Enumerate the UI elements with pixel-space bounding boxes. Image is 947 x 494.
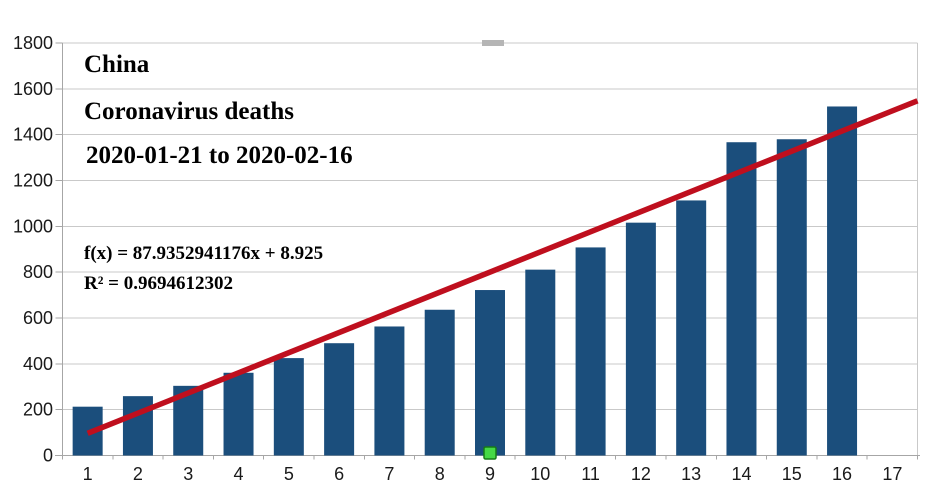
trendline[interactable]: [86, 98, 919, 436]
series-selection-handle[interactable]: [483, 446, 497, 460]
x-axis-tick-label: 15: [782, 464, 802, 484]
y-axis-tick-label: 1600: [13, 79, 53, 99]
y-axis-tick-label: 1000: [13, 216, 53, 236]
x-axis-tick-label: 11: [581, 464, 600, 484]
x-axis-tick-label: 14: [731, 464, 751, 484]
bar-category-14[interactable]: [726, 142, 757, 456]
chart-subtitle: Coronavirus deaths: [84, 98, 294, 125]
x-axis-tick-label: 16: [832, 464, 852, 484]
y-axis-tick-label: 600: [23, 308, 53, 328]
bar-category-15[interactable]: [776, 139, 807, 456]
bar-category-12[interactable]: [625, 222, 656, 456]
x-axis-tick-label: 17: [882, 464, 902, 484]
x-axis-tick-label: 5: [284, 464, 294, 484]
x-axis-tick-label: 8: [435, 464, 445, 484]
x-axis-tick-label: 6: [334, 464, 344, 484]
y-axis-tick-label: 0: [43, 446, 53, 466]
trendline-r-squared: R² = 0.9694612302: [84, 273, 233, 294]
x-axis-tick-label: 4: [234, 464, 244, 484]
bar-category-13[interactable]: [676, 200, 707, 456]
x-axis-tick-label: 3: [183, 464, 193, 484]
chart-date-range: 2020-01-21 to 2020-02-16: [86, 142, 353, 169]
bar-category-11[interactable]: [575, 247, 606, 456]
bar-category-6[interactable]: [324, 343, 355, 456]
bar-category-5[interactable]: [273, 358, 304, 456]
trendline-equation: f(x) = 87.9352941176x + 8.925: [84, 243, 324, 264]
x-axis-tick-label: 13: [681, 464, 701, 484]
chart-area-handle[interactable]: [482, 40, 504, 46]
x-axis-tick-label: 12: [631, 464, 651, 484]
bar-category-4[interactable]: [223, 372, 254, 456]
x-axis-tick-label: 9: [485, 464, 495, 484]
y-axis-tick-label: 1200: [13, 171, 53, 191]
x-axis-tick-label: 10: [530, 464, 550, 484]
y-axis-tick-label: 400: [23, 354, 53, 374]
y-axis-tick-label: 200: [23, 400, 53, 420]
chart-title: China: [84, 51, 150, 78]
bar-category-8[interactable]: [424, 309, 455, 456]
x-axis-tick-label: 2: [133, 464, 143, 484]
bar-category-10[interactable]: [525, 269, 556, 456]
bar-category-2[interactable]: [122, 396, 153, 456]
y-axis-tick-label: 1800: [13, 33, 53, 53]
y-axis-tick-label: 1400: [13, 125, 53, 145]
x-axis-tick-label: 7: [384, 464, 394, 484]
bar-category-7[interactable]: [374, 326, 405, 456]
y-axis-tick-label: 800: [23, 262, 53, 282]
x-axis-tick-label: 1: [83, 464, 93, 484]
bar-category-9[interactable]: [475, 290, 505, 456]
bar-category-16[interactable]: [827, 106, 858, 456]
